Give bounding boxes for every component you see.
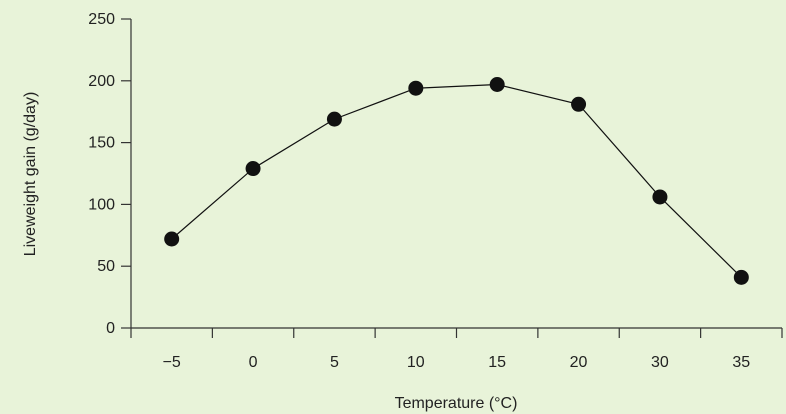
data-point-15 <box>489 77 505 93</box>
data-point-30 <box>652 189 668 205</box>
x-tick-label-30: 30 <box>651 354 669 371</box>
y-tick-label-50: 50 <box>97 258 115 275</box>
x-tick-label-5: 5 <box>330 354 339 371</box>
data-point-5 <box>326 111 342 127</box>
y-axis-ticks: 0 50 100 150 200 250 <box>88 11 131 337</box>
series-line <box>171 83 742 278</box>
x-tick-label-35: 35 <box>732 354 750 371</box>
y-tick-label-250: 250 <box>88 11 115 28</box>
series-layer <box>164 77 749 285</box>
data-point-35 <box>733 269 749 285</box>
data-point-20 <box>571 96 587 112</box>
x-tick-label-minus-5: −5 <box>163 354 181 371</box>
x-axis-ticks: −5 0 5 10 15 20 30 35 <box>130 328 783 371</box>
y-tick-label-150: 150 <box>88 135 115 152</box>
x-axis-title: Temperature (°C) <box>395 395 518 412</box>
y-tick-label-200: 200 <box>88 73 115 90</box>
data-point-minus-5 <box>164 231 180 247</box>
x-tick-label-20: 20 <box>570 354 588 371</box>
x-tick-label-0: 0 <box>249 354 258 371</box>
x-tick-label-10: 10 <box>407 354 425 371</box>
y-tick-label-100: 100 <box>88 196 115 213</box>
data-point-10 <box>408 80 424 96</box>
y-axis-title: Liveweight gain (g/day) <box>22 92 39 257</box>
data-point-0 <box>245 161 261 177</box>
x-tick-label-15: 15 <box>488 354 506 371</box>
y-tick-label-0: 0 <box>106 320 115 337</box>
